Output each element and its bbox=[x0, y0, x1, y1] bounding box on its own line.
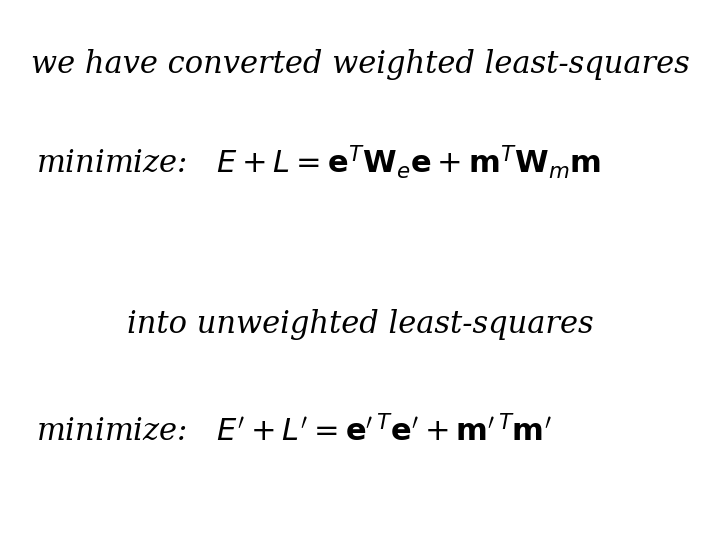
Text: minimize:   $E + L = \mathbf{e}^T\mathbf{W}_e\mathbf{e} + \mathbf{m}^T\mathbf{W}: minimize: $E + L = \mathbf{e}^T\mathbf{W… bbox=[36, 143, 601, 181]
Text: into unweighted least-squares: into unweighted least-squares bbox=[127, 308, 593, 340]
Text: we have converted weighted least-squares: we have converted weighted least-squares bbox=[31, 49, 689, 80]
Text: minimize:   $E' + L' = \mathbf{e}'^{\,T}\mathbf{e}' + \mathbf{m}'^{\,T}\mathbf{m: minimize: $E' + L' = \mathbf{e}'^{\,T}\m… bbox=[36, 416, 552, 448]
